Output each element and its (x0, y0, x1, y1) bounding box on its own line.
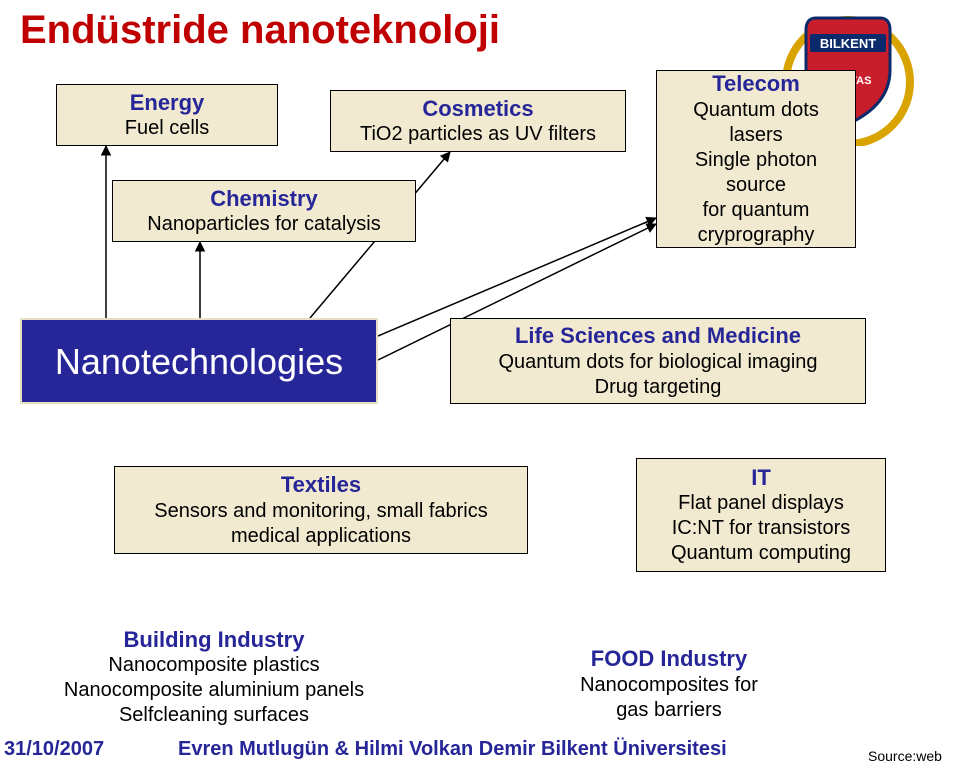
box-life: Life Sciences and MedicineQuantum dots f… (450, 318, 866, 404)
box-cosmetics: CosmeticsTiO2 particles as UV filters (330, 90, 626, 152)
box-telecom-line-1: lasers (729, 123, 782, 148)
box-it-line-0: Flat panel displays (678, 491, 844, 516)
box-food-line-0: Nanocomposites for (580, 673, 758, 698)
footer-credits: Evren Mutlugün & Hilmi Volkan Demir Bilk… (178, 738, 727, 761)
box-telecom-line-3: source (726, 173, 786, 198)
box-building: Building IndustryNanocomposite plasticsN… (24, 618, 404, 736)
box-life-line-1: Drug targeting (595, 375, 722, 400)
box-chemistry-line-0: Nanoparticles for catalysis (147, 212, 380, 237)
box-textiles-line-1: medical applications (231, 524, 411, 549)
box-building-line-0: Nanocomposite plastics (108, 653, 319, 678)
hub-label: Nanotechnologies (55, 339, 343, 384)
box-it-line-2: Quantum computing (671, 541, 851, 566)
crest-band-text: BILKENT (820, 36, 876, 51)
box-telecom: TelecomQuantum dotslasersSingle photonso… (656, 70, 856, 248)
box-it-header: IT (751, 464, 771, 492)
box-life-line-0: Quantum dots for biological imaging (498, 350, 817, 375)
box-chemistry-header: Chemistry (210, 185, 318, 213)
box-textiles-line-0: Sensors and monitoring, small fabrics (154, 499, 487, 524)
box-telecom-line-4: for quantum (703, 198, 810, 223)
box-telecom-line-5: cryprography (698, 223, 815, 248)
box-energy-line-0: Fuel cells (125, 116, 209, 141)
page-title: Endüstride nanoteknoloji (20, 8, 500, 53)
box-energy: EnergyFuel cells (56, 84, 278, 146)
box-food: FOOD IndustryNanocomposites forgas barri… (534, 640, 804, 728)
box-telecom-line-0: Quantum dots (693, 98, 819, 123)
box-cosmetics-line-0: TiO2 particles as UV filters (360, 122, 596, 147)
box-building-header: Building Industry (124, 626, 305, 654)
box-telecom-line-2: Single photon (695, 148, 817, 173)
footer-source: Source:web (868, 748, 942, 764)
box-food-line-1: gas barriers (616, 698, 722, 723)
box-life-header: Life Sciences and Medicine (515, 322, 801, 350)
box-energy-header: Energy (130, 89, 205, 117)
box-building-line-2: Selfcleaning surfaces (119, 703, 309, 728)
box-chemistry: ChemistryNanoparticles for catalysis (112, 180, 416, 242)
box-it-line-1: IC:NT for transistors (672, 516, 851, 541)
box-textiles-header: Textiles (281, 471, 361, 499)
box-it: ITFlat panel displaysIC:NT for transisto… (636, 458, 886, 572)
box-cosmetics-header: Cosmetics (422, 95, 533, 123)
box-food-header: FOOD Industry (591, 645, 747, 673)
box-telecom-header: Telecom (712, 70, 800, 98)
hub-nanotechnologies: Nanotechnologies (20, 318, 378, 404)
box-textiles: TextilesSensors and monitoring, small fa… (114, 466, 528, 554)
box-building-line-1: Nanocomposite aluminium panels (64, 678, 364, 703)
footer-date: 31/10/2007 (4, 738, 104, 761)
